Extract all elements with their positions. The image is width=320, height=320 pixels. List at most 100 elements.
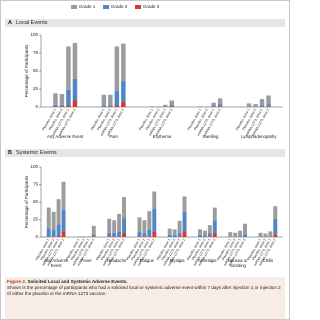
bar-segment bbox=[101, 94, 107, 106]
bar-segment bbox=[273, 218, 278, 235]
bar-segment bbox=[107, 232, 112, 237]
bar-segment bbox=[198, 229, 202, 235]
bar-segment bbox=[273, 234, 278, 237]
bar-segment bbox=[46, 236, 51, 237]
bar-segment bbox=[147, 211, 152, 230]
bar-segment bbox=[273, 206, 278, 219]
bar-segment bbox=[59, 106, 65, 107]
bar-segment bbox=[150, 106, 155, 107]
bar-segment bbox=[263, 236, 268, 237]
bar-segment bbox=[51, 230, 56, 237]
y-tick-label: 0 bbox=[35, 234, 38, 239]
legend-label: Grade 3 bbox=[143, 4, 160, 9]
bar-segment bbox=[182, 231, 187, 237]
y-tick-label: 0 bbox=[35, 104, 38, 109]
bar-segment bbox=[56, 235, 61, 237]
y-axis-label: Percentage of Participants bbox=[24, 44, 29, 98]
bar-segment bbox=[198, 106, 203, 107]
y-tick-label: 50 bbox=[33, 199, 39, 204]
y-tick-label: 75 bbox=[33, 182, 39, 187]
bar-segment bbox=[246, 103, 252, 107]
bar-segment bbox=[177, 236, 182, 237]
bar-segment bbox=[137, 236, 142, 237]
panel-letter: A bbox=[8, 20, 12, 26]
legend-swatch bbox=[103, 4, 109, 9]
bar-segment bbox=[59, 104, 65, 107]
bar-segment bbox=[51, 236, 56, 237]
bar-segment bbox=[211, 106, 216, 107]
bar-segment bbox=[91, 234, 96, 237]
y-axis-label: Percentage of Participants bbox=[24, 175, 29, 229]
bar-segment bbox=[217, 106, 223, 107]
group-label: Nausea or Vomiting bbox=[227, 258, 248, 268]
bar-segment bbox=[51, 211, 56, 230]
bar-segment bbox=[108, 94, 113, 106]
bar-segment bbox=[266, 95, 271, 105]
bar-segment bbox=[66, 46, 71, 90]
bar-segment bbox=[112, 232, 117, 237]
bar-segment bbox=[137, 232, 142, 237]
bar-segment bbox=[114, 46, 120, 92]
legend-item: Grade 1 bbox=[71, 4, 95, 10]
bar-segment bbox=[117, 236, 122, 237]
bar-segment bbox=[253, 104, 258, 107]
bar-segment bbox=[169, 104, 174, 107]
bar-segment bbox=[266, 106, 271, 107]
panel-title: Local Events bbox=[15, 20, 48, 26]
group-label: Pain bbox=[109, 134, 118, 139]
bar-segment bbox=[61, 209, 66, 232]
bar-segment bbox=[228, 232, 233, 237]
bar-segment bbox=[211, 102, 216, 106]
group-label: Headache bbox=[106, 258, 127, 263]
bar-segment bbox=[56, 199, 61, 225]
bar-segment bbox=[163, 104, 168, 107]
bar-segment bbox=[268, 236, 273, 237]
bar-segment bbox=[112, 236, 117, 237]
bar-segment bbox=[122, 233, 126, 237]
y-tick-label: 100 bbox=[30, 32, 38, 37]
bar-segment bbox=[142, 232, 147, 237]
bar-segment bbox=[61, 231, 66, 237]
figure-title: Solicited Local and Systemic Adverse Eve… bbox=[27, 279, 128, 284]
bar-segment bbox=[263, 233, 268, 237]
bar-segment bbox=[163, 106, 168, 107]
bar-segment bbox=[167, 228, 172, 235]
group-label: Chills bbox=[262, 258, 274, 263]
bar-segment bbox=[117, 231, 122, 237]
bar-segment bbox=[53, 93, 58, 105]
charts: Percentage of Participants0255075100Plac… bbox=[24, 32, 283, 267]
bar-segment bbox=[207, 233, 212, 237]
bar-segment bbox=[72, 100, 78, 107]
bar-segment bbox=[198, 234, 202, 237]
bar-segment bbox=[147, 229, 152, 237]
bar-segment bbox=[217, 104, 223, 107]
bar-segment bbox=[212, 233, 217, 237]
bar-segment bbox=[59, 94, 65, 105]
bar-segment bbox=[258, 232, 263, 237]
bar-segment bbox=[86, 236, 91, 237]
bar-segment bbox=[182, 196, 187, 212]
legend-item: Grade 2 bbox=[103, 4, 127, 10]
group-label: Fatigue bbox=[139, 258, 155, 263]
bar-segment bbox=[121, 43, 126, 82]
bar-segment bbox=[204, 106, 210, 107]
y-tick-label: 100 bbox=[30, 164, 38, 169]
group-label: Erythema bbox=[152, 134, 172, 139]
figure-page: Percentage of Participants 0 25 50 75 100 Plac… bbox=[0, 0, 290, 320]
group-label: Lymphadenopathy bbox=[241, 134, 277, 139]
bar-segment bbox=[202, 230, 207, 236]
bar-segment bbox=[108, 105, 113, 107]
bar-segment bbox=[122, 197, 126, 219]
bar-segment bbox=[253, 106, 258, 107]
bar-segment bbox=[207, 225, 212, 234]
bar-segment bbox=[152, 209, 157, 232]
y-tick-label: 75 bbox=[33, 50, 39, 55]
panel-letter: B bbox=[8, 150, 12, 156]
bar-segment bbox=[117, 213, 122, 232]
bar-segment bbox=[156, 106, 161, 107]
bar-segment bbox=[217, 98, 223, 105]
bar-segment bbox=[53, 106, 58, 107]
group-label: Swelling bbox=[202, 134, 219, 139]
bar-segment bbox=[259, 99, 265, 106]
bar-segment bbox=[142, 236, 147, 237]
